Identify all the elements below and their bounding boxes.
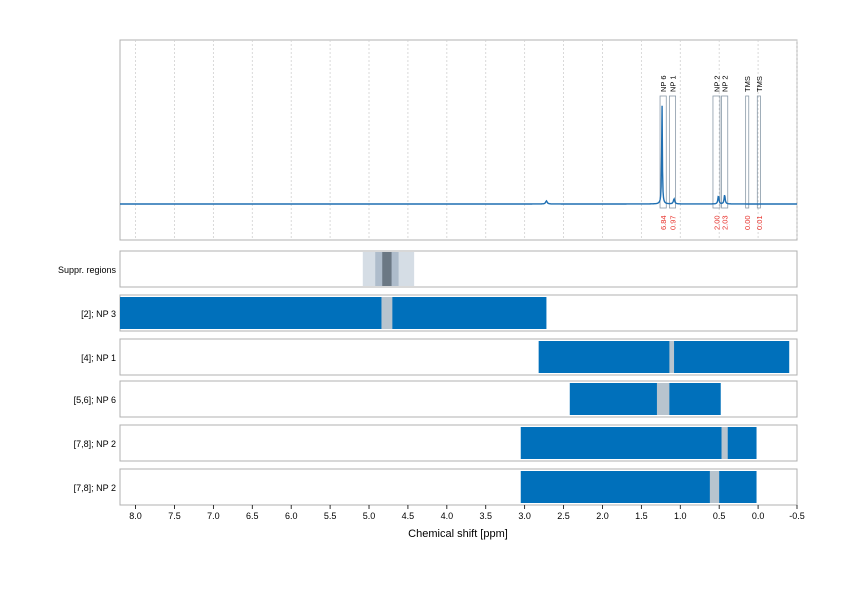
track-panels: Suppr. regions [2]; NP 3 [4]; NP 1 [5,6]; N… xyxy=(58,250,798,506)
integration-value: 0.00 xyxy=(743,215,752,230)
x-tick-label: 8.0 xyxy=(129,511,142,521)
integration-value: 2.03 xyxy=(721,215,730,230)
integration-label: NP 2 xyxy=(712,75,721,92)
x-tick-label: 7.5 xyxy=(168,511,181,521)
integration-value: 0.97 xyxy=(668,215,677,230)
peak-gap xyxy=(709,471,720,503)
x-tick-label: 1.0 xyxy=(674,511,687,521)
peak-gap xyxy=(669,341,675,373)
x-tick-label: 4.0 xyxy=(441,511,454,521)
integration-box xyxy=(721,95,729,209)
spectrum-panel: NP 6 6.84 NP 1 0.97 NP 2 2.00 NP 2 2.03 TMS 0.00 T… xyxy=(119,39,798,241)
x-tick-label: 0.5 xyxy=(713,511,726,521)
x-tick-label: -0.5 xyxy=(789,511,805,521)
x-tick-label: 6.5 xyxy=(246,511,259,521)
x-axis-label: Chemical shift [ppm] xyxy=(408,528,508,540)
integration-label: TMS xyxy=(755,76,764,92)
track-frame xyxy=(119,250,798,288)
integration-box xyxy=(659,95,667,209)
x-axis: 8.0 7.5 7.0 6.5 6.0 5.5 5.0 4.5 4.0 3.5 3.0 2.5 2.0 1… xyxy=(129,505,805,521)
track-label: [7,8]; NP 2 xyxy=(74,439,116,449)
x-tick-label: 6.0 xyxy=(285,511,298,521)
bucket-bar xyxy=(520,427,757,459)
track-label: [4]; NP 1 xyxy=(81,353,116,363)
x-tick-label: 2.0 xyxy=(596,511,609,521)
bucket-bar xyxy=(120,297,547,329)
track-row: [5,6]; NP 6 xyxy=(74,380,798,418)
track-row: [4]; NP 1 xyxy=(81,338,798,376)
peak-gap xyxy=(381,297,393,329)
integration-value: 6.84 xyxy=(659,215,668,230)
suppression-region xyxy=(382,252,392,286)
x-tick-label: 5.0 xyxy=(363,511,376,521)
integration-value: 0.01 xyxy=(755,215,764,230)
integration-box xyxy=(756,95,761,209)
x-tick-label: 5.5 xyxy=(324,511,337,521)
integration-box xyxy=(745,95,750,209)
track-label: Suppr. regions xyxy=(58,265,117,275)
track-label: [5,6]; NP 6 xyxy=(74,395,116,405)
track-label: [7,8]; NP 2 xyxy=(74,483,116,493)
x-tick-label: 4.5 xyxy=(402,511,415,521)
x-tick-label: 2.5 xyxy=(557,511,570,521)
integration-label: TMS xyxy=(743,76,752,92)
x-tick-label: 7.0 xyxy=(207,511,220,521)
track-row: [7,8]; NP 2 xyxy=(74,468,798,506)
bucket-bar xyxy=(520,471,757,503)
bucket-bar xyxy=(569,383,721,415)
integration-box xyxy=(668,95,677,209)
peak-gap xyxy=(721,427,728,459)
track-row: [7,8]; NP 2 xyxy=(74,424,798,462)
x-tick-label: 1.5 xyxy=(635,511,648,521)
spectrum-line xyxy=(120,105,797,205)
integration-label: NP 2 xyxy=(721,75,730,92)
x-tick-label: 3.0 xyxy=(518,511,531,521)
spectrum-frame xyxy=(119,39,798,241)
integration-box xyxy=(712,95,721,209)
track-row: Suppr. regions xyxy=(58,250,798,288)
x-tick-label: 0.0 xyxy=(752,511,765,521)
integration-label: NP 6 xyxy=(659,75,668,92)
peak-gap xyxy=(656,383,670,415)
track-row: [2]; NP 3 xyxy=(81,294,798,332)
integration-label: NP 1 xyxy=(668,75,677,92)
track-label: [2]; NP 3 xyxy=(81,309,116,319)
x-tick-label: 3.5 xyxy=(479,511,492,521)
bucket-bar xyxy=(538,341,790,373)
integration-value: 2.00 xyxy=(712,215,721,230)
